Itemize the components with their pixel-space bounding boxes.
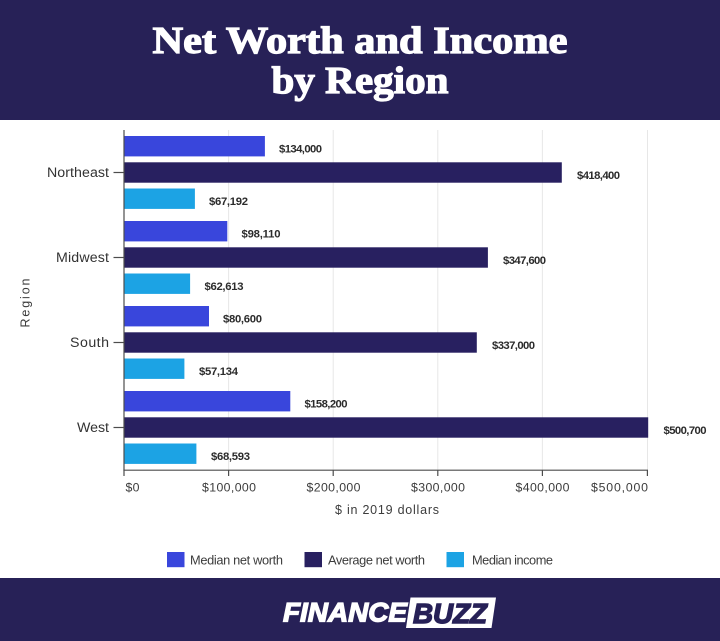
svg-text:West: West xyxy=(77,420,109,436)
svg-text:$98,110: $98,110 xyxy=(242,229,281,241)
svg-text:Midwest: Midwest xyxy=(56,250,109,266)
svg-text:Net Worth and Income: Net Worth and Income xyxy=(153,20,568,62)
svg-text:Median net worth: Median net worth xyxy=(190,553,283,568)
svg-text:$418,400: $418,400 xyxy=(577,170,620,182)
svg-text:BUZZ: BUZZ xyxy=(413,598,488,629)
svg-text:$337,000: $337,000 xyxy=(492,340,535,352)
svg-text:$200,000: $200,000 xyxy=(307,481,361,495)
svg-text:FINANCE: FINANCE xyxy=(283,598,408,628)
svg-text:Average net worth: Average net worth xyxy=(328,553,425,568)
svg-text:$400,000: $400,000 xyxy=(516,481,570,495)
svg-text:$134,000: $134,000 xyxy=(279,144,322,156)
svg-text:$80,600: $80,600 xyxy=(223,314,262,326)
svg-text:$62,613: $62,613 xyxy=(205,281,244,293)
svg-text:$67,192: $67,192 xyxy=(209,196,248,208)
svg-text:$347,600: $347,600 xyxy=(503,255,546,267)
svg-text:$500,700: $500,700 xyxy=(664,425,707,437)
svg-text:Region: Region xyxy=(19,278,33,327)
svg-text:Median income: Median income xyxy=(472,553,553,568)
svg-text:$500,000: $500,000 xyxy=(591,481,648,495)
svg-text:South: South xyxy=(70,335,109,351)
svg-text:$100,000: $100,000 xyxy=(202,481,256,495)
svg-text:$0: $0 xyxy=(126,481,140,495)
svg-text:$57,134: $57,134 xyxy=(199,366,239,378)
svg-text:$300,000: $300,000 xyxy=(411,481,465,495)
svg-text:$158,200: $158,200 xyxy=(305,399,348,411)
svg-text:$ in 2019 dollars: $ in 2019 dollars xyxy=(335,503,439,517)
svg-text:$68,593: $68,593 xyxy=(211,451,250,463)
svg-text:Northeast: Northeast xyxy=(47,165,109,181)
svg-text:by Region: by Region xyxy=(272,60,449,102)
